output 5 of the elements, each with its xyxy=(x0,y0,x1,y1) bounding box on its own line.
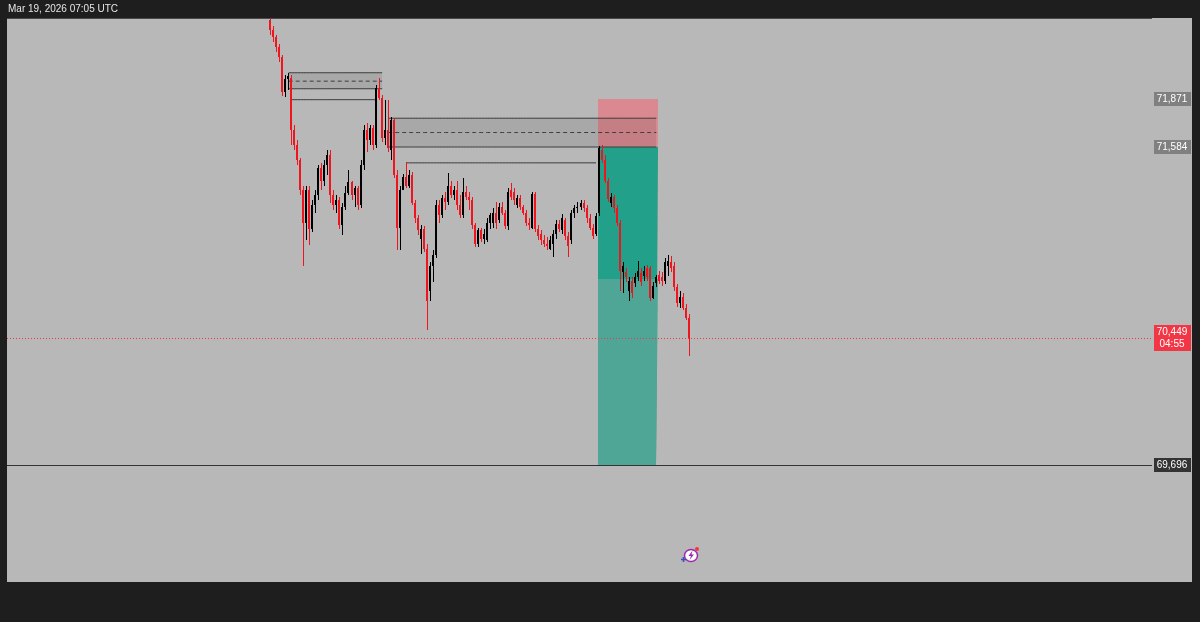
chart-title: Mar 19, 2026 07:05 UTC xyxy=(8,2,119,16)
y-tick-label: 71,871 xyxy=(1156,92,1188,104)
y-tick-label: 69,696 xyxy=(1156,458,1188,470)
y-tick-label: 71,584 xyxy=(1156,140,1188,152)
y-tick-label: 70,449 04:55 xyxy=(1156,325,1188,349)
